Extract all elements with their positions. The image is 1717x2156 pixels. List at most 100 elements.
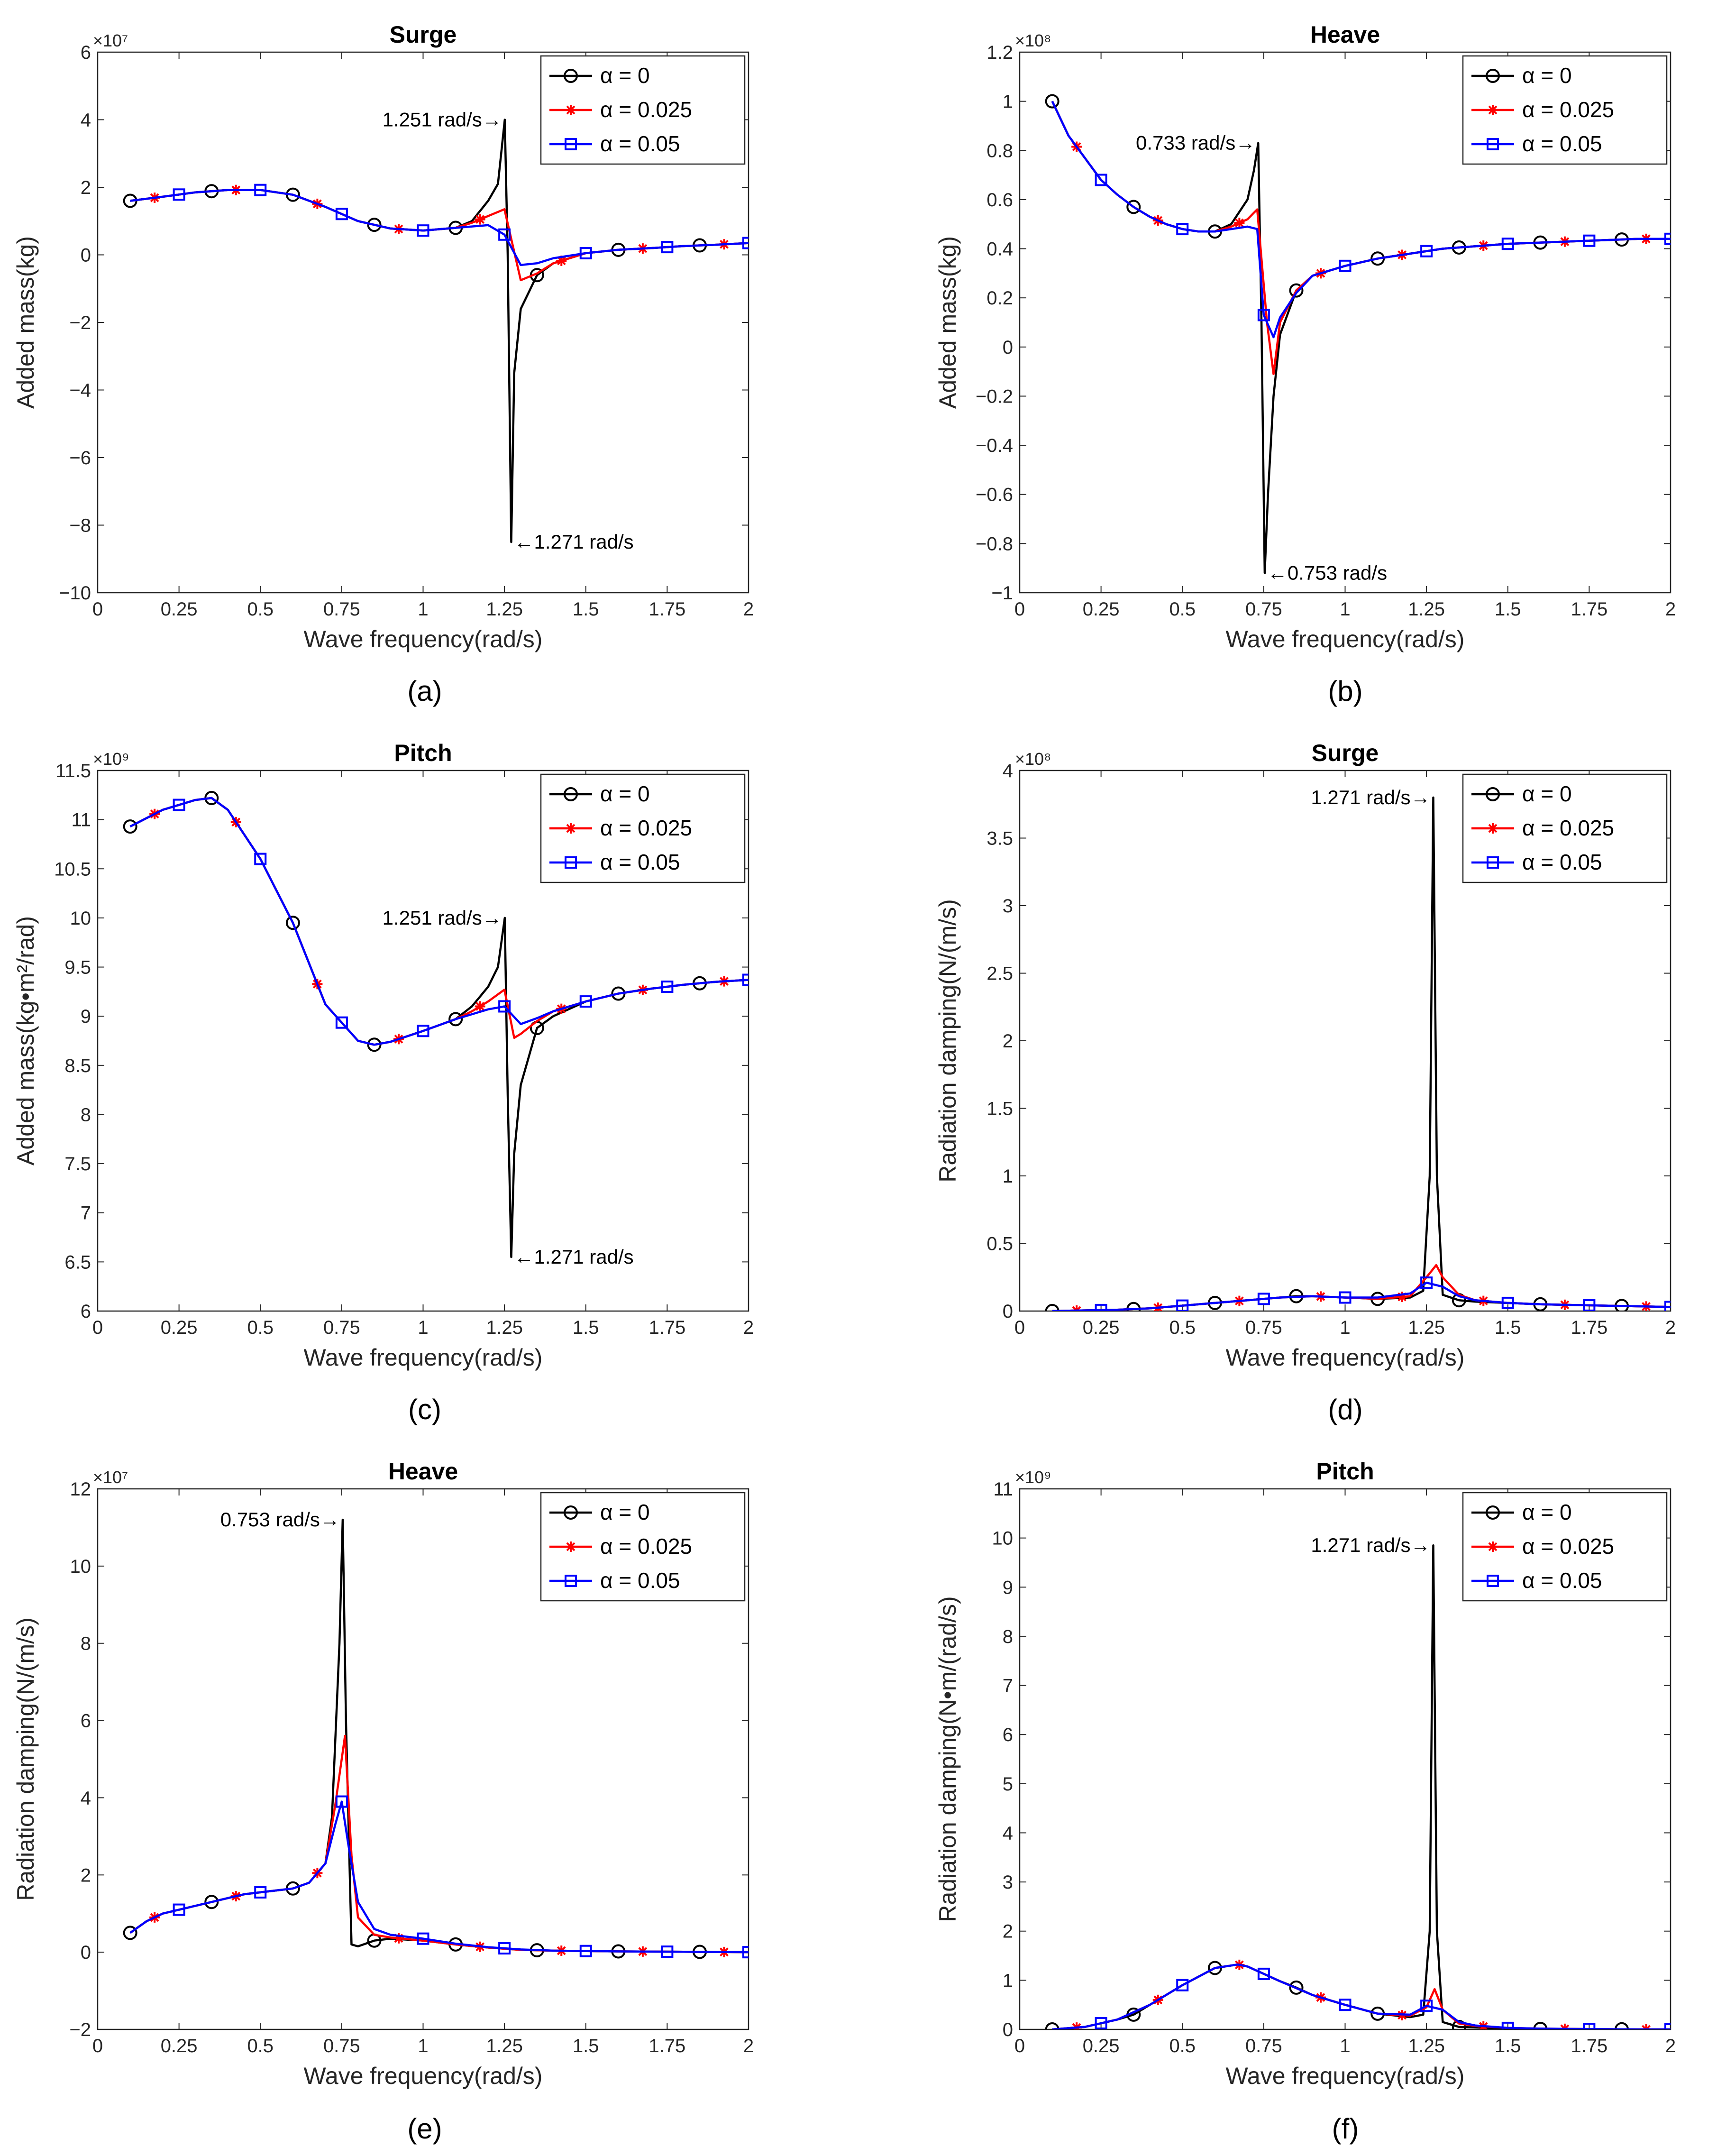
chart-title: Pitch <box>1316 1458 1374 1485</box>
peak-annotation: 0.733 rad/s→ <box>1136 132 1255 154</box>
y-tick-label: 0.8 <box>986 140 1013 161</box>
series-layer <box>1045 796 1671 1311</box>
x-tick-label: 0.5 <box>1169 1317 1196 1338</box>
legend-label-alpha-0: α = 0 <box>1522 1500 1572 1524</box>
x-tick-label: 0.5 <box>247 599 274 620</box>
x-tick-label: 0.75 <box>1245 1317 1282 1338</box>
x-axis-label: Wave frequency(rad/s) <box>304 626 543 652</box>
y-tick-label: 0.5 <box>986 1234 1013 1255</box>
y-tick-label: 11.5 <box>55 761 91 781</box>
y-tick-label: 10 <box>992 1528 1014 1549</box>
y-tick-label: 6 <box>81 1711 91 1732</box>
marker-alpha-0 <box>1045 94 1059 109</box>
marker-alpha-005 <box>579 995 592 1008</box>
legend-marker-star <box>1488 1541 1498 1552</box>
legend-marker-circle <box>564 1505 578 1520</box>
peak-annotation: 1.251 rad/s→ <box>383 907 502 929</box>
legend-label-alpha-005: α = 0.05 <box>600 850 680 874</box>
x-tick-label: 0.75 <box>323 599 360 620</box>
legend-marker-star <box>566 823 576 834</box>
marker-alpha-005 <box>1176 223 1189 236</box>
y-tick-label: 1 <box>1003 92 1013 112</box>
marker-alpha-005 <box>1420 1276 1433 1289</box>
chart-title: Surge <box>1312 740 1379 766</box>
legend-marker-circle <box>1486 69 1500 83</box>
y-tick-label: 6.5 <box>64 1252 91 1273</box>
y-tick-label: 7.5 <box>64 1154 91 1174</box>
y-tick-label: 0 <box>1003 337 1013 358</box>
y-tick-label: 8 <box>81 1104 91 1125</box>
x-tick-label: 0.5 <box>1169 599 1196 620</box>
x-tick-label: 1.25 <box>486 599 523 620</box>
marker-alpha-0 <box>1126 200 1141 214</box>
legend-label-alpha-005: α = 0.05 <box>1522 1568 1602 1593</box>
y-exponent: ×10⁸ <box>1015 31 1051 50</box>
legend-box <box>540 773 746 883</box>
marker-alpha-005 <box>417 1932 429 1945</box>
x-tick-label: 0 <box>1014 1317 1025 1338</box>
peak-annotation: 0.753 rad/s→ <box>220 1508 340 1531</box>
marker-alpha-005 <box>742 973 749 986</box>
x-tick-label: 0.25 <box>161 2036 198 2056</box>
legend-marker-square <box>1487 1575 1499 1587</box>
y-tick-label: 8 <box>81 1633 91 1654</box>
legend-marker-circle <box>564 69 578 83</box>
x-tick-label: 1.75 <box>1571 2036 1607 2056</box>
marker-alpha-005 <box>335 1795 348 1808</box>
y-tick-label: 12 <box>70 1479 91 1500</box>
series-layer <box>123 791 749 1258</box>
marker-alpha-005 <box>254 183 267 196</box>
y-tick-label: 0.2 <box>986 288 1013 309</box>
x-tick-label: 0.5 <box>247 1317 274 1338</box>
y-axis-label: Radiation damping(N/(m/s) <box>934 899 961 1182</box>
legend-marker-circle <box>564 787 578 801</box>
marker-alpha-0 <box>1045 2022 1059 2029</box>
y-tick-label: −0.8 <box>976 533 1013 554</box>
marker-alpha-005 <box>1501 2021 1514 2029</box>
marker-alpha-005 <box>173 798 185 811</box>
x-tick-label: 1.5 <box>573 1317 599 1338</box>
marker-alpha-005 <box>742 1946 749 1959</box>
marker-alpha-005 <box>1583 1299 1596 1311</box>
y-tick-label: −4 <box>69 380 91 401</box>
y-tick-label: −10 <box>59 583 91 604</box>
x-tick-label: 1 <box>418 599 428 620</box>
x-tick-label: 1.25 <box>486 1317 523 1338</box>
marker-alpha-005 <box>498 228 511 241</box>
legend: α = 0 α = 0.025 α = 0.05 <box>1462 773 1668 883</box>
marker-alpha-005 <box>498 1942 511 1954</box>
y-tick-label: −6 <box>69 448 91 468</box>
legend-label-alpha-0025: α = 0.025 <box>1522 816 1614 840</box>
legend-label-alpha-005: α = 0.05 <box>1522 850 1602 874</box>
y-tick-label: −0.2 <box>976 386 1013 407</box>
chart-title: Heave <box>1310 21 1380 48</box>
y-tick-label: 0 <box>1003 1301 1013 1322</box>
marker-alpha-005 <box>579 247 592 259</box>
y-tick-label: 1.5 <box>986 1099 1013 1119</box>
marker-alpha-0 <box>123 819 137 834</box>
marker-alpha-005 <box>1176 1299 1189 1311</box>
marker-alpha-005 <box>1095 2017 1107 2029</box>
marker-alpha-005 <box>417 1025 429 1037</box>
marker-alpha-005 <box>661 241 674 254</box>
y-tick-label: 2.5 <box>986 963 1013 984</box>
marker-alpha-005 <box>1501 1296 1514 1309</box>
marker-alpha-005 <box>1095 174 1107 186</box>
marker-alpha-005 <box>1583 234 1596 247</box>
series-line-alpha-005 <box>129 797 749 1046</box>
x-tick-label: 0.25 <box>161 1317 198 1338</box>
x-tick-label: 1 <box>418 1317 428 1338</box>
marker-alpha-005 <box>1257 1967 1270 1980</box>
x-tick-label: 0.75 <box>1245 599 1282 620</box>
x-axis-label: Wave frequency(rad/s) <box>304 2063 543 2089</box>
y-axis-label: Radiation damping(N/(m/s) <box>12 1617 39 1900</box>
marker-alpha-005 <box>498 1000 511 1013</box>
x-tick-label: 2 <box>1665 599 1676 620</box>
y-tick-label: 9.5 <box>64 957 91 978</box>
marker-alpha-005 <box>335 208 348 220</box>
legend-label-alpha-0: α = 0 <box>1522 63 1572 88</box>
legend-label-alpha-0: α = 0 <box>1522 781 1572 806</box>
peak-annotation: 1.251 rad/s→ <box>383 109 502 131</box>
legend-label-alpha-0: α = 0 <box>600 63 650 88</box>
y-tick-label: 7 <box>1003 1676 1013 1697</box>
